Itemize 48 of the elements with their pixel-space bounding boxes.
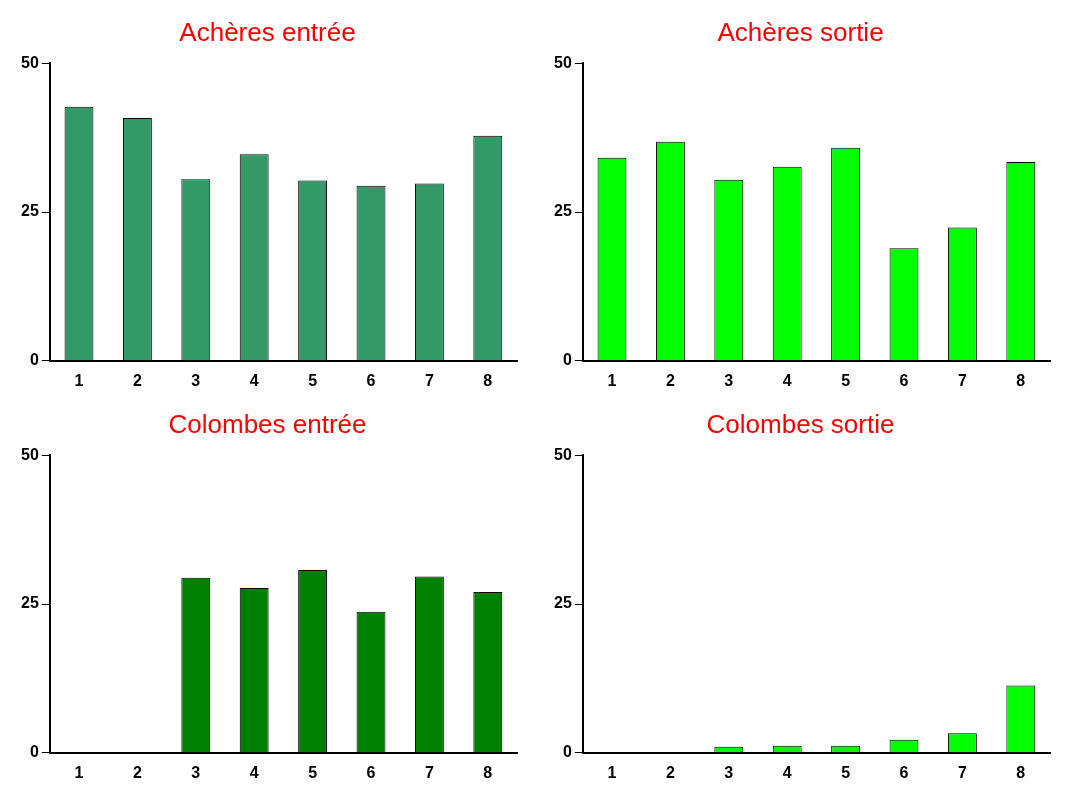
y-tick-label: 25 [554,594,572,612]
x-tick-label: 5 [841,371,851,389]
y-tick-label: 0 [29,351,39,369]
y-tick-label: 0 [562,351,572,369]
x-tick-label: 5 [308,763,318,781]
chart-title: Colombes sortie [706,408,895,439]
y-tick-label: 50 [554,445,572,463]
x-tick-label: 3 [724,371,734,389]
x-tick-label: 8 [483,371,493,389]
x-tick-label: 3 [724,763,734,781]
x-tick-label: 8 [1016,371,1026,389]
x-tick-label: 1 [607,371,617,389]
x-tick-label: 5 [308,371,318,389]
y-tick-label: 25 [554,202,572,220]
y-tick-label: 0 [562,743,572,761]
y-tick-label: 50 [554,53,572,71]
x-tick-label: 6 [366,371,376,389]
x-tick-label: 2 [665,763,675,781]
x-tick-label: 6 [899,371,909,389]
y-tick-label: 25 [21,202,39,220]
chart-title: Achères sortie [717,16,884,47]
x-tick-label: 6 [899,763,909,781]
x-tick-label: 3 [191,371,201,389]
chart-title: Achères entrée [179,16,356,47]
x-tick-label: 7 [957,371,967,389]
chart-title: Colombes entrée [168,408,367,439]
x-tick-label: 2 [665,371,675,389]
x-tick-label: 8 [483,763,493,781]
y-tick-label: 0 [29,743,39,761]
x-tick-label: 6 [366,763,376,781]
y-tick-label: 50 [21,53,39,71]
x-tick-label: 4 [249,763,259,781]
y-tick-label: 25 [21,594,39,612]
x-tick-label: 3 [191,763,201,781]
x-tick-label: 2 [132,763,142,781]
x-tick-label: 4 [782,763,792,781]
x-tick-label: 4 [782,371,792,389]
x-tick-label: 1 [74,763,84,781]
x-tick-label: 5 [841,763,851,781]
x-tick-label: 2 [132,371,142,389]
x-tick-label: 4 [249,371,259,389]
x-tick-label: 7 [424,371,434,389]
x-tick-label: 8 [1016,763,1026,781]
x-tick-label: 7 [957,763,967,781]
x-tick-label: 1 [74,371,84,389]
x-tick-label: 7 [424,763,434,781]
y-tick-label: 50 [21,445,39,463]
x-tick-label: 1 [607,763,617,781]
